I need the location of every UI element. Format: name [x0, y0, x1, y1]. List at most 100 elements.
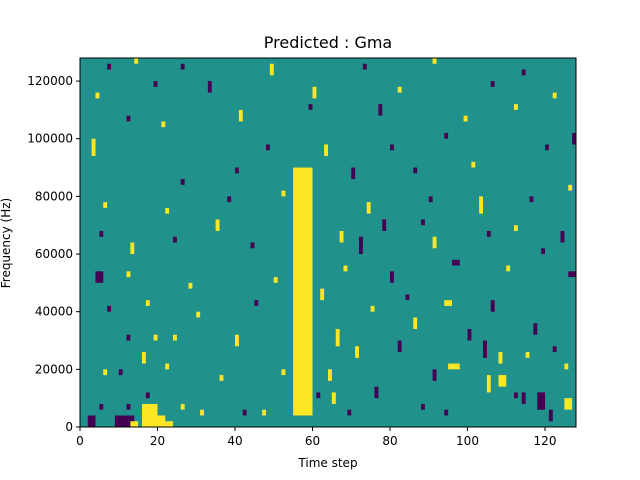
x-axis-label: Time step	[297, 456, 357, 470]
heatmap-cell	[382, 219, 387, 231]
heatmap-cell	[533, 323, 538, 335]
x-axis: 0 20 40 60 80 100 120	[76, 427, 556, 448]
heatmap-background	[80, 58, 576, 427]
heatmap-cell	[107, 63, 111, 70]
heatmap-cell	[235, 167, 239, 174]
x-tick-label: 20	[150, 434, 165, 448]
heatmap-cell	[448, 363, 460, 370]
heatmap-cell	[215, 219, 220, 231]
heatmap-cell	[413, 167, 418, 174]
x-tick-label: 120	[534, 434, 557, 448]
x-tick-label: 100	[456, 434, 479, 448]
heatmap-cell	[514, 392, 518, 399]
heatmap-cell	[273, 277, 278, 283]
y-tick-label: 60000	[35, 247, 73, 261]
heatmap-cell	[355, 346, 359, 358]
heatmap-cell	[188, 282, 193, 289]
heatmap-cell	[362, 63, 367, 70]
heatmap-cell	[320, 288, 325, 301]
heatmap-cell	[304, 219, 309, 226]
heatmap-cell	[165, 363, 170, 370]
y-tick-label: 80000	[35, 189, 73, 203]
heatmap-cell	[413, 317, 418, 329]
heatmap-cell	[521, 392, 526, 404]
heatmap-cell	[165, 207, 170, 214]
heatmap-cell	[238, 109, 243, 122]
heatmap-cell	[99, 403, 104, 410]
heatmap-cell	[405, 294, 410, 301]
heatmap-cell	[486, 230, 491, 237]
heatmap-cell	[378, 104, 383, 116]
heatmap-cell	[498, 352, 503, 364]
heatmap-cell	[529, 196, 534, 203]
heatmap-cell	[486, 375, 491, 393]
heatmap-cell	[173, 236, 177, 243]
heatmap-cell	[95, 92, 100, 99]
heatmap-cell	[359, 236, 363, 255]
heatmap-cell	[200, 409, 204, 416]
heatmap-cell	[316, 392, 321, 399]
heatmap-cell	[397, 340, 402, 353]
heatmap-cell	[142, 352, 146, 364]
heatmap-cell	[568, 271, 576, 278]
heatmap-cell	[428, 196, 433, 203]
heatmap-cell	[281, 369, 286, 376]
heatmap-cell	[308, 104, 313, 110]
heatmap-cell	[432, 369, 437, 381]
heatmap-cell	[95, 271, 104, 283]
heatmap-cell	[126, 334, 131, 341]
heatmap-cell	[126, 115, 131, 122]
heatmap-cell	[107, 305, 111, 312]
y-tick-label: 0	[65, 420, 73, 434]
y-tick-label: 20000	[35, 362, 73, 376]
heatmap-cell	[525, 352, 530, 358]
heatmap-cell	[552, 92, 557, 99]
heatmap-cell	[266, 144, 270, 151]
heatmap-cell	[432, 58, 437, 64]
heatmap-cell	[564, 398, 573, 410]
heatmap-cell	[374, 386, 379, 399]
heatmap-cell	[281, 190, 286, 197]
heatmap-cell	[180, 63, 185, 70]
heatmap-cell	[514, 104, 518, 110]
y-axis: 0 20000 40000 60000 80000 100000 120000	[27, 74, 80, 434]
heatmap-cell	[545, 144, 549, 151]
heatmap-cell	[161, 121, 166, 128]
heatmap-cell	[572, 132, 576, 145]
y-axis-label: Frequency (Hz)	[0, 198, 13, 289]
heatmap-cell	[180, 403, 185, 410]
heatmap-cell	[103, 202, 108, 208]
heatmap-cell	[483, 340, 487, 358]
heatmap-cell	[142, 403, 158, 427]
heatmap-cell	[196, 311, 201, 318]
x-tick-label: 0	[76, 434, 84, 448]
heatmap-cell	[126, 271, 131, 278]
heatmap-cell	[99, 230, 104, 237]
heatmap-cell	[262, 409, 266, 416]
heatmap-cell	[219, 375, 224, 381]
heatmap-cell	[328, 369, 332, 381]
heatmap-cell	[87, 415, 96, 427]
heatmap-cell	[506, 265, 511, 272]
heatmap-cell	[134, 58, 139, 64]
heatmap-cell	[564, 363, 569, 370]
heatmap-cell	[548, 409, 553, 422]
heatmap-cell	[250, 242, 255, 249]
heatmap-cell	[165, 421, 173, 427]
heatmap-cell	[335, 328, 340, 347]
chart-title: Predicted : Gma	[264, 33, 392, 52]
heatmap-cell	[521, 69, 526, 76]
heatmap-cell	[207, 81, 212, 93]
heatmap-cell	[297, 403, 305, 416]
plot-area	[80, 58, 576, 427]
heatmap-cell	[370, 305, 375, 312]
heatmap-cell	[103, 369, 108, 376]
heatmap-dense-band	[293, 167, 313, 416]
heatmap-cell	[153, 334, 158, 341]
heatmap-cell	[390, 271, 394, 283]
heatmap-cell	[537, 392, 545, 410]
heatmap-cell	[432, 236, 437, 249]
heatmap-cell	[312, 86, 317, 99]
heatmap-cell	[118, 369, 123, 376]
